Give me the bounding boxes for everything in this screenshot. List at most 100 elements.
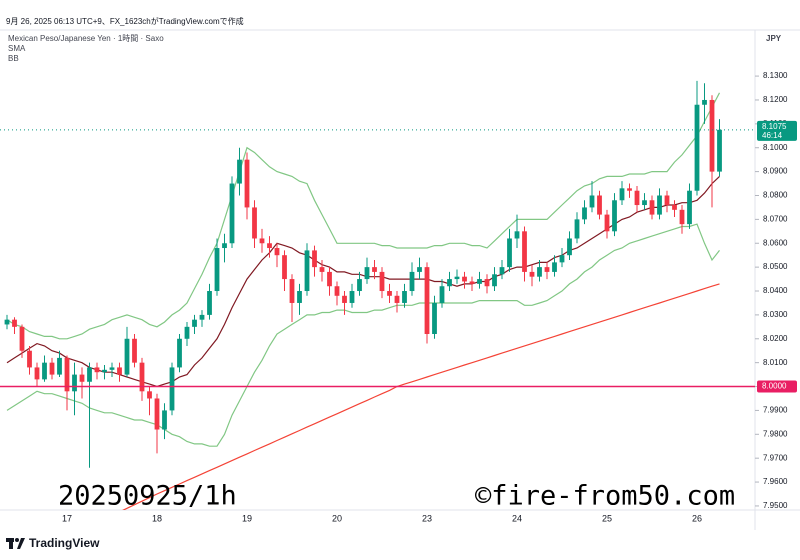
candle-body <box>694 104 700 191</box>
candle-body <box>469 281 475 284</box>
candle-body <box>484 279 490 287</box>
candle-body <box>192 319 197 327</box>
plot-area <box>4 80 722 510</box>
watermark: ©fire-from50.com <box>475 481 735 512</box>
candle-body <box>237 159 242 184</box>
candle-body <box>687 190 692 225</box>
candle-body <box>72 374 77 392</box>
candle-body <box>207 291 212 315</box>
candle-body <box>289 279 295 303</box>
x-tick-label: 25 <box>602 513 612 523</box>
candle-body <box>364 267 370 280</box>
candle-body <box>49 362 55 375</box>
candle-body <box>139 362 145 392</box>
candle-body <box>597 195 602 215</box>
candle-body <box>702 99 707 105</box>
candle-body <box>717 129 722 172</box>
y-tick-label: 7.9700 <box>763 453 788 462</box>
candle-body <box>79 374 85 382</box>
candle-body <box>642 200 647 206</box>
y-tick-label: 8.0100 <box>763 358 788 367</box>
candle-body <box>87 367 92 382</box>
candle-body <box>244 159 250 208</box>
y-tick-label: 8.0200 <box>763 334 788 343</box>
candle-body <box>559 255 565 263</box>
candle-body <box>34 367 40 380</box>
candle-body <box>454 276 460 280</box>
symbol-label: Mexican Peso/Japanese Yen · 1時間 · Saxo <box>8 34 164 43</box>
candle-body <box>514 231 520 239</box>
candle-body <box>162 410 167 430</box>
candle-body <box>439 286 445 303</box>
candle-body <box>417 267 422 272</box>
candle-body <box>589 195 595 208</box>
candle-body <box>664 195 670 206</box>
candle-body <box>169 367 175 411</box>
candle-body <box>124 338 130 375</box>
candle-body <box>132 338 137 363</box>
y-tick-label: 8.1000 <box>763 143 788 152</box>
y-tick-label: 8.0400 <box>763 286 788 295</box>
y-tick-label: 8.0700 <box>763 214 788 223</box>
candle-body <box>394 295 400 303</box>
candle-body <box>672 205 677 210</box>
candle-body <box>199 314 205 320</box>
candle-body <box>19 326 25 351</box>
indicator-label: SMA <box>8 44 26 53</box>
candle-body <box>544 267 550 272</box>
candle-body <box>537 267 542 277</box>
candle-body <box>552 262 557 272</box>
candle-body <box>387 291 392 296</box>
x-tick-label: 20 <box>332 513 342 523</box>
candle-body <box>57 357 62 375</box>
candle-body <box>94 367 100 373</box>
y-tick-label: 8.0500 <box>763 262 788 271</box>
indicator-line <box>122 283 720 510</box>
y-tick-label: 8.0800 <box>763 191 788 200</box>
candle-body <box>312 250 317 268</box>
watermark: 20250925/1h <box>58 481 237 512</box>
candle-body <box>657 195 662 215</box>
candle-body <box>499 267 505 275</box>
y-tick-label: 8.0300 <box>763 310 788 319</box>
level-box <box>757 380 797 393</box>
y-tick-label: 8.1300 <box>763 71 788 80</box>
candle-body <box>267 243 272 249</box>
candle-body <box>214 248 220 292</box>
candle-body <box>154 398 160 430</box>
countdown-label: 46:14 <box>762 131 783 140</box>
last-price-label: 8.1075 <box>762 122 787 131</box>
candle-body <box>357 279 362 292</box>
candle-body <box>409 271 415 292</box>
y-tick-label: 7.9600 <box>763 477 788 486</box>
candle-body <box>709 99 715 172</box>
x-tick-label: 19 <box>242 513 252 523</box>
candle-body <box>229 183 235 244</box>
indicator-label: BB <box>8 54 19 63</box>
level-label: 8.0000 <box>762 382 787 391</box>
candle-body <box>477 279 482 284</box>
candle-body <box>379 271 385 292</box>
candle-body <box>327 271 332 287</box>
indicator-line <box>6 92 721 340</box>
indicator-line <box>6 223 720 447</box>
currency-label: JPY <box>766 34 782 43</box>
x-tick-label: 17 <box>62 513 72 523</box>
header-title: 9月 26, 2025 06:13 UTC+9、FX_1623chがTradin… <box>6 16 244 26</box>
candle-body <box>492 274 497 287</box>
candle-body <box>522 231 527 272</box>
x-tick-label: 18 <box>152 513 162 523</box>
candle-body <box>252 207 257 239</box>
y-tick-label: 7.9900 <box>763 406 788 415</box>
candle-body <box>27 350 32 368</box>
candle-body <box>349 291 355 303</box>
y-tick-label: 8.0900 <box>763 167 788 176</box>
candle-body <box>42 362 47 380</box>
brand-name: TradingView <box>29 536 100 550</box>
candle-body <box>649 200 655 215</box>
x-tick-label: 24 <box>512 513 522 523</box>
candle-body <box>109 367 115 370</box>
candle-body <box>582 207 587 220</box>
